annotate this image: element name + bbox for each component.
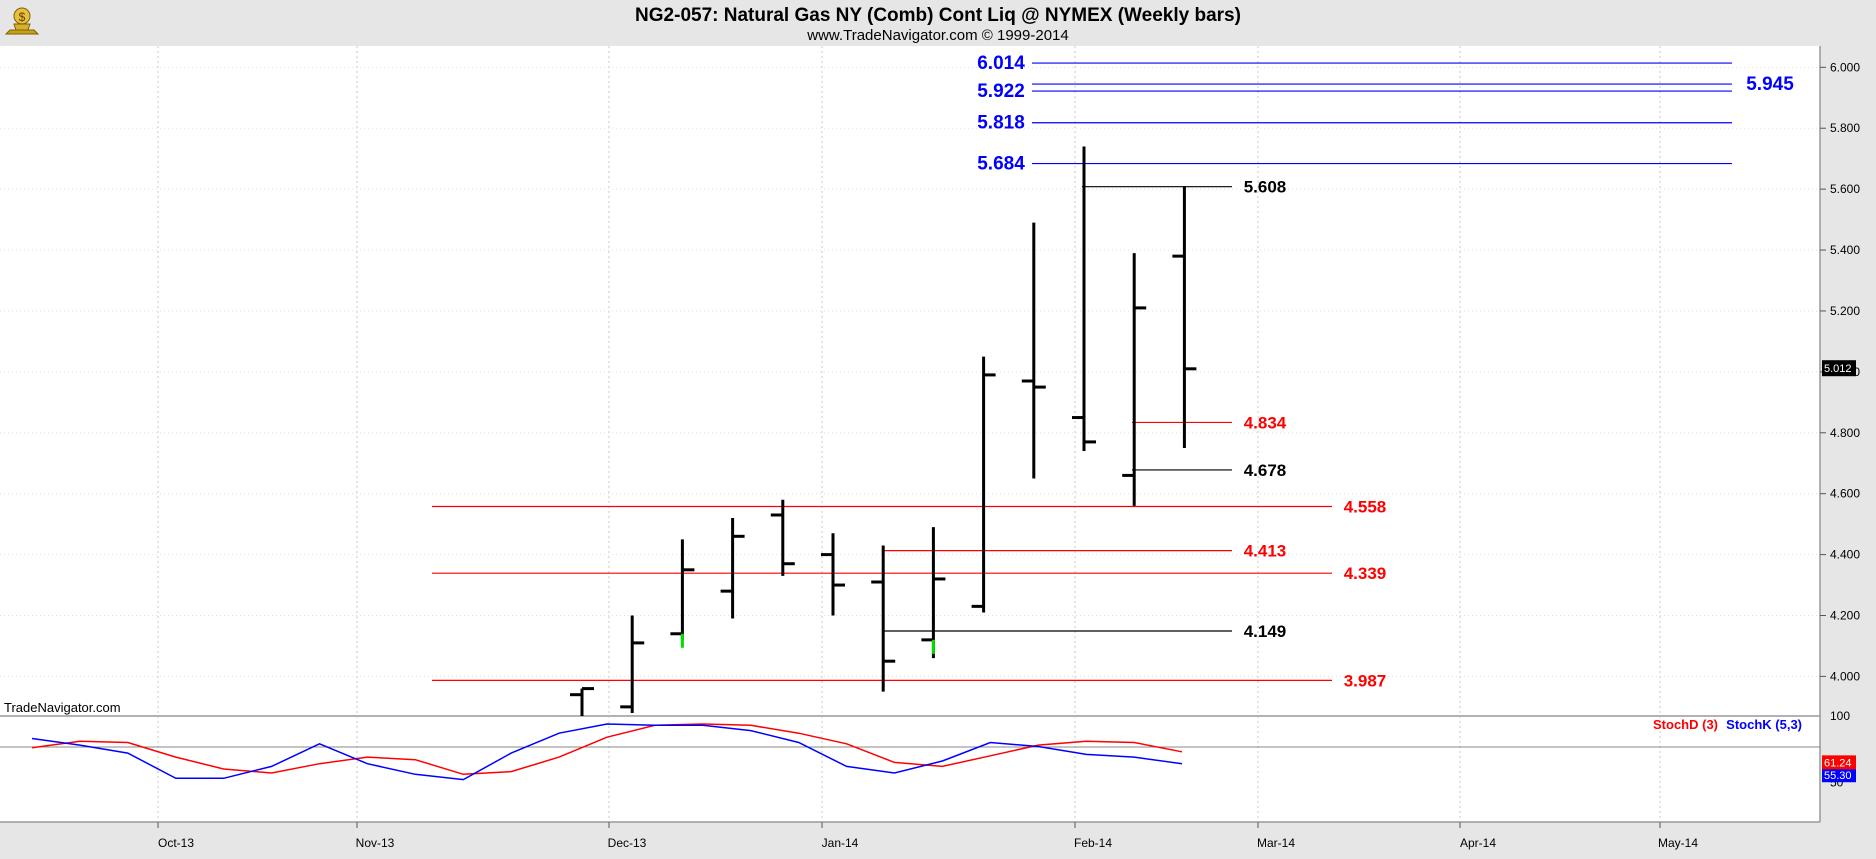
level-lines: 6.014 5.922 5.945 5.818 5.684 5.608 4.834 4.678…: [432, 53, 1794, 690]
stochK-line: [31, 723, 1183, 781]
stochK-last-box: [1822, 768, 1856, 783]
level-label: 3.987: [1344, 671, 1387, 690]
level-label: 5.818: [977, 113, 1025, 134]
chart-subtitle: www.TradeNavigator.com © 1999-2014: [806, 27, 1068, 44]
y-tick-label: 4.200: [1830, 609, 1860, 623]
level-label: 4.558: [1344, 497, 1387, 516]
stochD-line: [31, 723, 1183, 776]
level-label: 5.922: [977, 81, 1025, 102]
level-label: 5.945: [1746, 74, 1794, 95]
stochastic-lines: [0, 723, 1820, 781]
y-tick-label: 4.000: [1830, 669, 1860, 683]
level-label: 5.608: [1244, 178, 1287, 197]
price-axis: 4.0004.2004.4004.6004.8005.0005.2005.400…: [1820, 60, 1860, 683]
last-price-label: 5.012: [1824, 363, 1852, 375]
level-label: 6.014: [977, 53, 1025, 74]
x-tick-label: Jan-14: [822, 836, 859, 850]
ohlc-bars: [570, 146, 1197, 716]
vertical-grid: [157, 46, 1661, 822]
level-label: 4.678: [1244, 461, 1287, 480]
price-pane: [0, 46, 1820, 716]
y-tick-label: 5.800: [1830, 121, 1860, 135]
x-tick-label: May-14: [1658, 836, 1698, 850]
level-label: 5.684: [977, 154, 1025, 175]
stochD-last-label: 61.24: [1824, 757, 1852, 769]
horizontal-grid: [0, 66, 1820, 677]
x-tick-label: Nov-13: [356, 836, 395, 850]
legend-stochK: StochK (5,3): [1726, 717, 1802, 732]
y-tick-label: 4.800: [1830, 426, 1860, 440]
legend-stochD: StochD (3): [1653, 717, 1718, 732]
x-tick-label: Dec-13: [608, 836, 647, 850]
logo: $: [4, 4, 40, 38]
x-tick-label: Mar-14: [1257, 836, 1295, 850]
x-tick-label: Feb-14: [1074, 836, 1112, 850]
level-label: 4.149: [1244, 622, 1287, 641]
x-tick-label: Oct-13: [158, 836, 194, 850]
level-label: 4.413: [1244, 542, 1287, 561]
y-tick-label: 4.400: [1830, 548, 1860, 562]
x-tick-label: Apr-14: [1460, 836, 1496, 850]
y-tick-label: 5.600: [1830, 182, 1860, 196]
watermark: TradeNavigator.com: [4, 700, 121, 715]
y-tick-label: 6.000: [1830, 60, 1860, 74]
last-price-box: [1822, 360, 1856, 377]
y-tick-label: 4.600: [1830, 487, 1860, 501]
chart-title: NG2-057: Natural Gas NY (Comb) Cont Liq …: [635, 5, 1241, 26]
y-tick-label: 5.200: [1830, 304, 1860, 318]
svg-text:$: $: [19, 10, 26, 24]
date-axis: Oct-13 Nov-13 Dec-13 Jan-14 Feb-14 Mar-14 Apr-…: [157, 822, 1698, 850]
level-label: 4.834: [1244, 413, 1287, 432]
stochastic-tick-label: 100: [1830, 709, 1850, 723]
stochK-last-label: 55.30: [1824, 770, 1852, 782]
y-tick-label: 5.400: [1830, 243, 1860, 257]
level-label: 4.339: [1344, 564, 1387, 583]
stochD-last-box: [1822, 755, 1856, 770]
